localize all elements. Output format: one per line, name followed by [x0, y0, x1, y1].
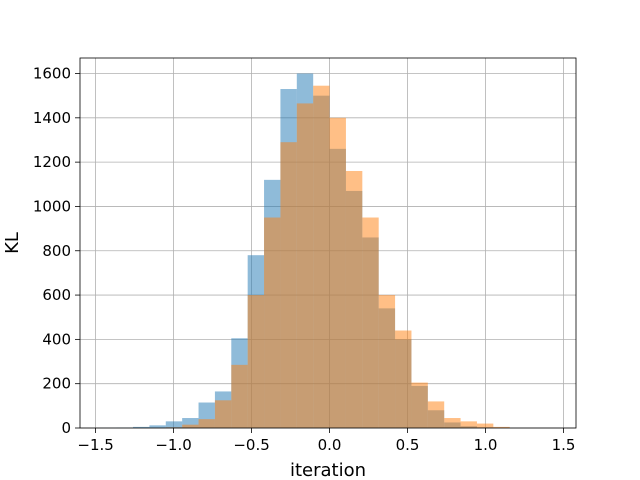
bar-series1-bin2 — [198, 419, 215, 428]
x-axis-label: iteration — [290, 460, 366, 480]
bar-series1-bin6 — [264, 217, 281, 428]
y-tick-label-1: 200 — [42, 375, 71, 393]
y-tick-label-5: 1000 — [33, 197, 71, 215]
bar-series1-bin16 — [427, 401, 445, 428]
x-tick-label-5: 1.0 — [474, 436, 498, 454]
bars — [100, 73, 510, 429]
bar-series1-bin20 — [493, 426, 510, 428]
bar-series1-bin11 — [345, 170, 363, 428]
bar-series1-bin12 — [362, 217, 379, 428]
bar-series1-bin13 — [378, 295, 396, 428]
bar-series1-bin9 — [313, 85, 330, 428]
y-tick-label-8: 1600 — [33, 65, 71, 83]
bar-series1-bin3 — [214, 400, 232, 428]
x-tick-label-0: −1.5 — [77, 436, 113, 454]
bar-series1-bin19 — [476, 423, 494, 428]
bar-series1-bin5 — [247, 295, 265, 428]
y-tick-label-7: 1400 — [33, 109, 71, 127]
x-tick-label-2: −0.5 — [233, 436, 269, 454]
y-tick-label-0: 0 — [61, 419, 71, 437]
x-tick-label-6: 1.5 — [552, 436, 576, 454]
bar-series1-bin14 — [395, 330, 412, 428]
bar-series1-bin4 — [231, 364, 248, 428]
bar-series0-bin3 — [149, 425, 166, 428]
bar-series1-bin7 — [280, 142, 297, 428]
y-tick-label-4: 800 — [42, 242, 71, 260]
y-tick-label-6: 1200 — [33, 153, 71, 171]
bar-series0-bin5 — [182, 418, 199, 428]
bar-series1-bin1 — [182, 424, 199, 428]
plot-frame — [79, 57, 577, 429]
ticks: −1.5 −1.0 −0.5 0.0 0.5 1.0 1.5 0 200 400 600 800 100… — [33, 65, 576, 454]
y-axis-label: KL — [2, 232, 23, 254]
bar-series1-bin18 — [460, 421, 477, 428]
bar-series0-bin2 — [133, 426, 150, 428]
bar-series1-bin15 — [411, 382, 428, 428]
x-tick-label-3: 0.0 — [318, 436, 342, 454]
bar-series1-bin8 — [296, 103, 314, 428]
y-tick-label-2: 400 — [42, 330, 71, 348]
bar-series1-bin17 — [444, 418, 461, 428]
x-tick-label-1: −1.0 — [155, 436, 191, 454]
bar-series0-bin4 — [165, 421, 183, 428]
bar-series1-bin10 — [329, 117, 346, 428]
y-tick-label-3: 600 — [42, 286, 71, 304]
x-tick-label-4: 0.5 — [396, 436, 420, 454]
